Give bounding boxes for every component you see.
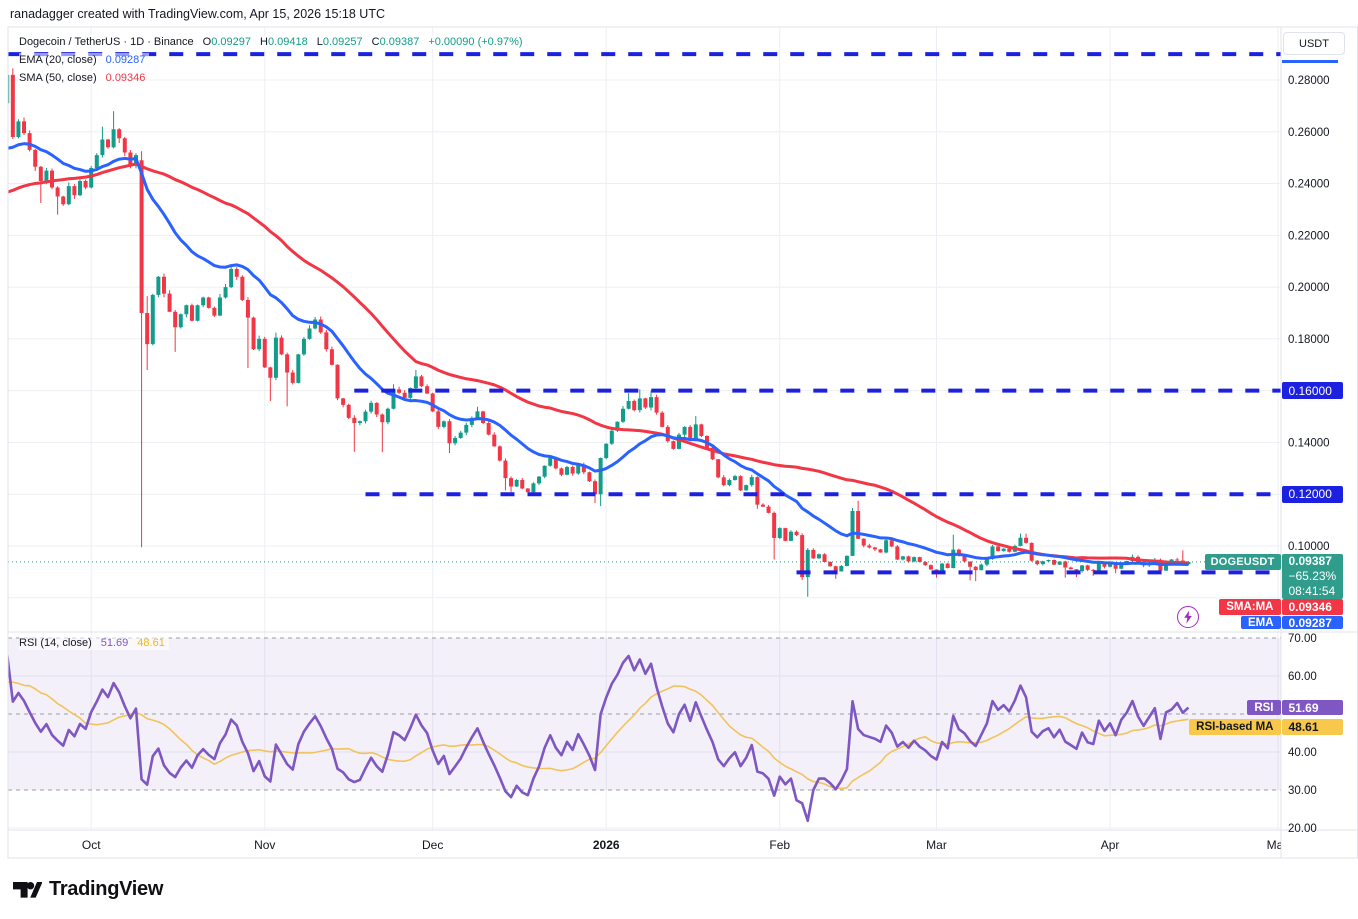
rsi-band	[8, 638, 1281, 790]
currency-tab-indicator	[1282, 60, 1338, 63]
attribution-text: ranadagger created with TradingView.com,…	[10, 7, 385, 21]
price-level-badge: 0.16000	[1281, 382, 1343, 400]
price-axis-tick: 0.10000	[1288, 541, 1330, 553]
price-axis-tick: 0.22000	[1288, 230, 1330, 242]
rsi-ma-badge-label: RSI-based MA	[1189, 719, 1281, 736]
candle-wicks-down	[12, 68, 1184, 581]
legend-sma-row[interactable]: SMA (50, close) 0.09346	[19, 70, 150, 85]
price-axis-tick: 0.24000	[1288, 179, 1330, 191]
rsi-axis-tick: 20.00	[1288, 823, 1317, 835]
candle-bodies-up	[8, 74, 1191, 578]
price-axis-tick: 0.20000	[1288, 282, 1330, 294]
tradingview-logo-icon	[13, 881, 42, 898]
quick-action-button[interactable]	[1177, 606, 1199, 628]
ohlc-close: C0.09387	[372, 35, 420, 49]
price-level-badge: 0.12000	[1281, 485, 1343, 503]
candle-wicks-up	[17, 111, 1189, 597]
time-axis-label: Dec	[422, 838, 443, 852]
ohlc-high: H0.09418	[260, 35, 308, 49]
legend-ema-value: 0.09287	[105, 54, 146, 66]
ohlc-low-letter: L	[316, 36, 323, 48]
rsi-badge-label: RSI	[1247, 700, 1281, 716]
rsi-ma-line	[8, 681, 1189, 790]
rsi-axis-tick: 70.00	[1288, 633, 1317, 645]
price-axis-tick: 0.14000	[1288, 437, 1330, 449]
ohlc-open-letter: O	[202, 36, 212, 48]
tradingview-logo-text: TradingView	[49, 878, 164, 900]
ema-marker-label: EMA	[1240, 616, 1281, 630]
rsi-ma-badge-value: 48.61	[1281, 719, 1343, 736]
time-axis-label: Mar	[926, 838, 947, 852]
time-axis-label: Apr	[1101, 838, 1120, 852]
price-axis-tick: 0.18000	[1288, 334, 1330, 346]
rsi-axis-tick: 40.00	[1288, 747, 1317, 759]
price-badge-price: 0.09387	[1288, 553, 1332, 568]
ohlc-close-value: 0.09387	[379, 36, 420, 48]
ohlc-open-value: 0.09297	[211, 36, 251, 48]
ohlc-low-value: 0.09257	[322, 36, 363, 48]
legend-sma-value: 0.09346	[105, 71, 146, 84]
ohlc-low: L0.09257	[317, 35, 363, 49]
currency-tab-usdt[interactable]: USDT	[1283, 32, 1345, 55]
time-axis-label: Feb	[769, 838, 790, 852]
grid-lines	[8, 27, 1281, 830]
ohlc-high-value: 0.09418	[267, 36, 308, 48]
rsi-axis-tick: 30.00	[1288, 785, 1317, 797]
legend-symbol-row[interactable]: Dogecoin / TetherUS · 1D · Binance O0.09…	[19, 35, 527, 49]
sma-marker-value: 0.09346	[1281, 599, 1343, 616]
sma-marker-label: SMA:MA	[1219, 599, 1281, 616]
legend-sma-label[interactable]: SMA (50, close)	[19, 71, 97, 84]
legend-rsi-label[interactable]: RSI (14, close)	[19, 637, 92, 649]
legend-ema-label[interactable]: EMA (20, close)	[19, 54, 97, 66]
legend-rsi-ma-value: 48.61	[137, 637, 165, 649]
candle-bodies-down	[10, 74, 1185, 578]
price-badge-symbol: 0.09387 −65.23% 08:41:54	[1281, 553, 1343, 599]
rsi-line	[8, 654, 1190, 823]
sma50-line	[8, 162, 1189, 565]
symbol-marker-label: DOGEUSDT	[1204, 554, 1281, 571]
legend-rsi-row[interactable]: RSI (14, close) 51.69 48.61	[19, 636, 169, 650]
ohlc-close-letter: C	[371, 36, 380, 48]
time-axis-label: May	[1267, 838, 1290, 852]
legend-change: +0.00090 (+0.97%)	[428, 36, 523, 48]
ohlc-high-letter: H	[260, 36, 268, 48]
ema20-line	[8, 142, 1189, 566]
time-axis-label: Nov	[254, 838, 275, 852]
time-axis-label: Oct	[82, 838, 101, 852]
legend-rsi-value: 51.69	[100, 637, 129, 649]
tradingview-logo[interactable]: TradingView	[13, 878, 163, 901]
ema-marker-value: 0.09287	[1281, 616, 1343, 630]
price-axis-tick: 0.26000	[1288, 127, 1330, 139]
legend-symbol-title[interactable]: Dogecoin / TetherUS · 1D · Binance	[19, 36, 194, 48]
lightning-icon	[1184, 610, 1192, 624]
time-axis-label: 2026	[593, 838, 620, 852]
rsi-axis-tick: 60.00	[1288, 671, 1317, 683]
price-badge-change: −65.23%	[1288, 569, 1337, 584]
ohlc-open: O0.09297	[203, 35, 251, 49]
price-badge-countdown: 08:41:54	[1288, 584, 1336, 599]
rsi-badge-value: 51.69	[1281, 700, 1343, 716]
price-axis-tick: 0.28000	[1288, 75, 1330, 87]
legend-ema-row[interactable]: EMA (20, close) 0.09287	[19, 53, 150, 67]
